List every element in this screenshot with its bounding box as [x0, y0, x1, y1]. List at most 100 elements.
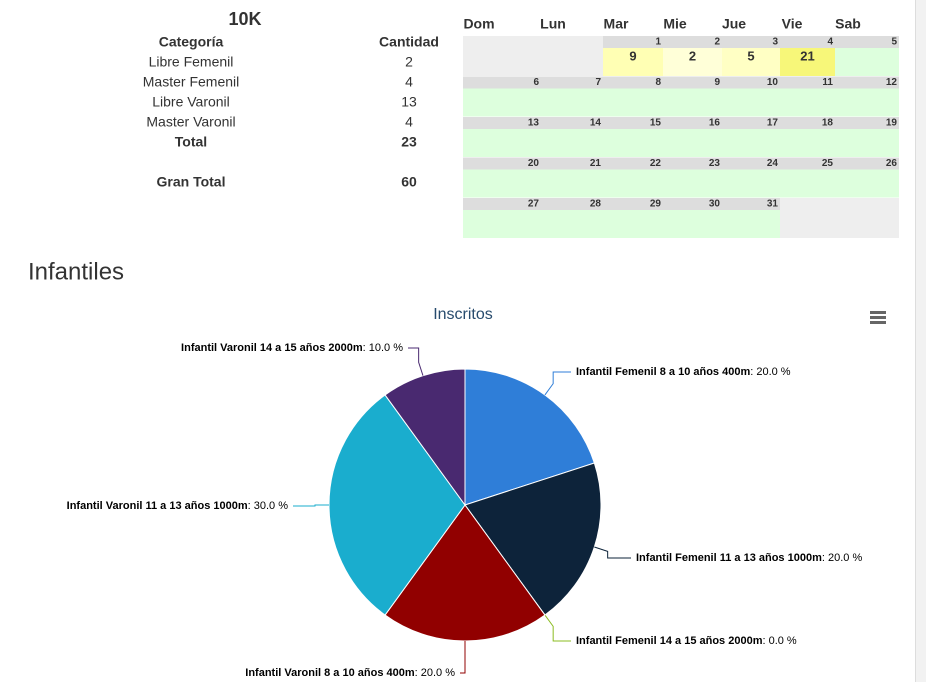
table-cell: Libre Femenil — [149, 54, 234, 70]
day-cell — [663, 129, 722, 157]
slice-label: Infantil Varonil 14 a 15 años 2000m: 10.… — [181, 342, 403, 354]
day-number: 10 — [767, 77, 779, 88]
day-cell — [835, 48, 899, 76]
day-cell — [603, 169, 663, 198]
day-number: 9 — [714, 77, 720, 88]
day-header — [603, 36, 663, 48]
day-cell — [780, 48, 835, 76]
weekday-label: Dom — [463, 16, 494, 32]
day-cell — [722, 169, 780, 198]
slice-value: : 0.0 % — [762, 635, 796, 647]
day-number: 5 — [891, 37, 897, 48]
weekday-label: Vie — [782, 16, 803, 32]
day-header — [663, 36, 722, 48]
day-cell — [780, 88, 835, 117]
table-cell: 4 — [405, 114, 413, 130]
day-header — [835, 157, 899, 170]
day-cell — [663, 88, 722, 117]
day-header — [722, 36, 780, 48]
day-cell — [541, 210, 603, 238]
weekday-label: Jue — [722, 16, 746, 32]
day-number: 31 — [767, 199, 779, 210]
slice-label: Infantil Femenil 14 a 15 años 2000m: 0.0… — [576, 635, 797, 647]
day-number: 11 — [822, 77, 833, 88]
day-cell — [603, 129, 663, 157]
day-cell — [541, 169, 603, 198]
weekday-label: Sab — [835, 16, 861, 32]
empty-day — [541, 36, 603, 76]
slice-value: : 20.0 % — [415, 667, 456, 679]
day-header — [663, 157, 722, 170]
day-header — [780, 117, 835, 129]
slice-value: : 30.0 % — [248, 500, 289, 512]
menu-button[interactable] — [866, 306, 890, 328]
day-header — [463, 198, 541, 210]
day-number: 17 — [767, 118, 779, 129]
day-count: 5 — [747, 48, 754, 63]
day-cell — [722, 210, 780, 238]
label-connector — [408, 347, 424, 376]
slice-value: : 20.0 % — [822, 552, 863, 564]
day-number: 25 — [822, 158, 834, 169]
day-cell — [835, 88, 899, 117]
day-header — [780, 76, 835, 89]
day-number: 15 — [650, 118, 662, 129]
day-header — [541, 76, 603, 89]
label-connector — [293, 504, 329, 507]
pie-slice — [384, 504, 546, 642]
day-number: 1 — [655, 37, 661, 48]
day-number: 2 — [714, 37, 720, 48]
slice-label: Infantil Femenil 8 a 10 años 400m: 20.0 … — [576, 366, 791, 378]
day-header — [603, 198, 663, 210]
day-cell — [663, 210, 722, 238]
day-header — [463, 117, 541, 129]
day-header — [663, 198, 722, 210]
day-header — [663, 76, 722, 89]
day-header — [603, 157, 663, 170]
day-header — [663, 117, 722, 129]
day-header — [780, 36, 835, 48]
table-grand-total: 60 — [401, 174, 417, 190]
section-title: Infantiles — [28, 258, 124, 285]
label-connector — [544, 614, 571, 642]
day-header — [835, 36, 899, 48]
day-number: 24 — [767, 158, 779, 169]
table-grand-total: Gran Total — [157, 174, 226, 190]
day-number: 13 — [528, 118, 540, 129]
day-cell — [541, 129, 603, 157]
day-cell — [663, 169, 722, 198]
day-cell — [780, 169, 835, 198]
summary-title: 10K — [228, 9, 261, 29]
day-number: 8 — [655, 77, 661, 88]
day-header — [722, 157, 780, 170]
pie-slice — [384, 368, 466, 507]
day-header — [541, 157, 603, 170]
day-header — [541, 198, 603, 210]
pie-slice — [328, 394, 466, 616]
slice-value: : 20.0 % — [750, 366, 791, 378]
day-number: 6 — [533, 77, 539, 88]
empty-day — [780, 198, 835, 238]
day-header — [835, 76, 899, 89]
label-connector — [544, 371, 571, 396]
chart-title: Inscritos — [433, 306, 493, 323]
label-connector — [460, 641, 466, 674]
day-number: 30 — [709, 199, 721, 210]
day-cell — [603, 88, 663, 117]
day-number: 21 — [590, 158, 602, 169]
day-header — [835, 117, 899, 129]
day-cell — [663, 48, 722, 76]
day-count: 9 — [629, 48, 636, 63]
slice-name: Infantil Varonil 14 a 15 años 2000m — [181, 342, 363, 354]
day-number: 12 — [886, 77, 898, 88]
slice-label: Infantil Varonil 11 a 13 años 1000m: 30.… — [67, 500, 289, 512]
table-cell: Libre Varonil — [152, 94, 230, 110]
day-cell — [722, 88, 780, 117]
table-cell: 4 — [405, 74, 413, 90]
day-number: 20 — [528, 158, 540, 169]
day-number: 16 — [709, 118, 721, 129]
day-cell — [603, 210, 663, 238]
day-number: 3 — [772, 37, 778, 48]
